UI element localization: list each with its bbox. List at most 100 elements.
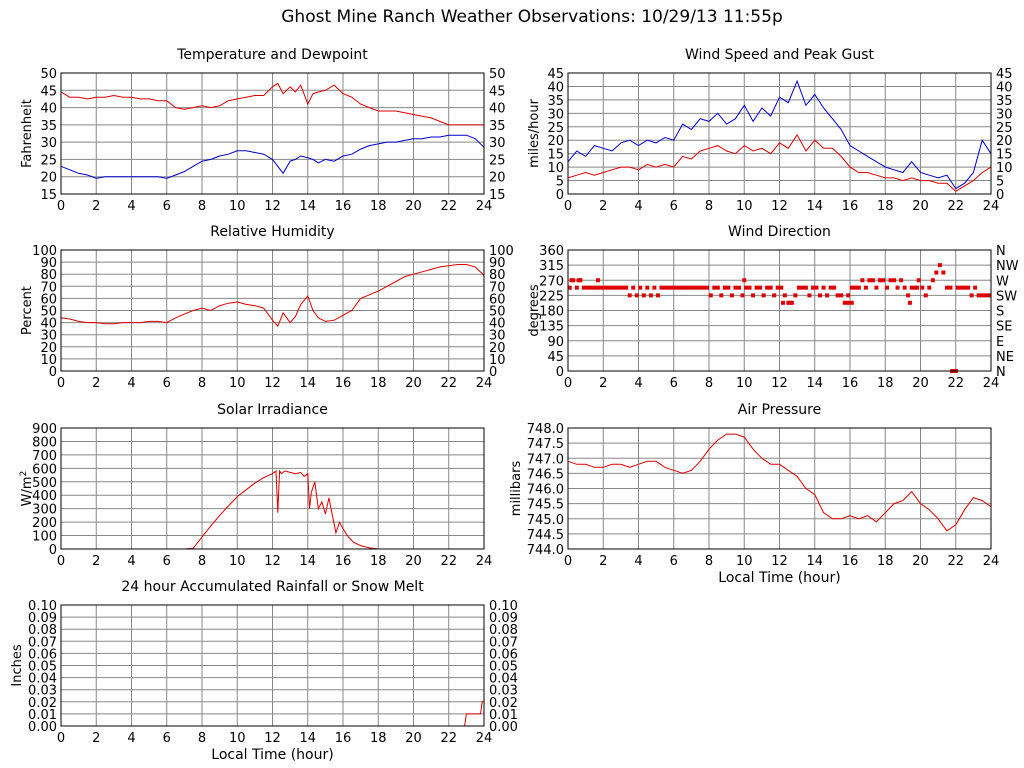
plot-frame bbox=[60, 604, 485, 727]
right-y-tick-label: 0.03 bbox=[489, 684, 518, 699]
right-y-tick-label: 35 bbox=[996, 94, 1013, 109]
right-y-tick-label: 80 bbox=[489, 268, 506, 283]
y-tick-label: 300 bbox=[32, 503, 57, 518]
wind-direction-point bbox=[980, 293, 985, 298]
x-tick-label: 6 bbox=[163, 554, 171, 569]
wind-direction-point bbox=[736, 285, 741, 290]
plot-frame bbox=[567, 427, 992, 550]
wind-direction-point bbox=[595, 278, 600, 283]
y-tick-label: 40 bbox=[547, 80, 564, 95]
x-tick-label: 14 bbox=[299, 554, 316, 569]
y-tick-label: 700 bbox=[32, 449, 57, 464]
wind-direction-point bbox=[740, 293, 745, 298]
chart-title: Air Pressure bbox=[738, 402, 821, 418]
wind-direction-point bbox=[842, 300, 847, 305]
temperature-series-line bbox=[60, 134, 485, 179]
wind-direction-point bbox=[726, 285, 731, 290]
plot-frame bbox=[567, 72, 992, 195]
x-tick-label: 10 bbox=[229, 199, 246, 214]
plot-frame bbox=[60, 427, 485, 550]
wind-direction-point bbox=[941, 270, 946, 275]
wind-direction-point bbox=[603, 285, 608, 290]
y-tick-label: 10 bbox=[547, 161, 564, 176]
y-tick-label: 600 bbox=[32, 462, 57, 477]
wind-direction-point bbox=[687, 285, 692, 290]
right-y-tick-label: 40 bbox=[489, 102, 506, 117]
x-tick-label: 10 bbox=[736, 199, 753, 214]
x-tick-label: 10 bbox=[736, 554, 753, 569]
right-y-tick-label: SW bbox=[996, 289, 1017, 304]
wind-direction-point bbox=[846, 293, 851, 298]
x-tick-label: 2 bbox=[599, 199, 607, 214]
x-tick-label: 18 bbox=[877, 554, 894, 569]
y-tick-label: 30 bbox=[40, 136, 57, 151]
wind-direction-point bbox=[825, 293, 830, 298]
x-tick-label: 18 bbox=[877, 376, 894, 391]
y-axis-label: millibars bbox=[509, 461, 524, 517]
wind-direction-point bbox=[937, 263, 942, 268]
x-tick-label: 14 bbox=[299, 731, 316, 746]
wind-direction-point bbox=[828, 285, 833, 290]
x-tick-label: 22 bbox=[947, 554, 964, 569]
y-axis-label: Fahrenheit bbox=[20, 99, 35, 168]
x-tick-label: 24 bbox=[983, 376, 1000, 391]
x-tick-label: 12 bbox=[264, 731, 281, 746]
wind-direction-point bbox=[832, 285, 837, 290]
right-y-tick-label: 0.10 bbox=[489, 599, 518, 614]
right-y-tick-label: 5 bbox=[996, 175, 1004, 190]
x-tick-label: 2 bbox=[599, 554, 607, 569]
wind-direction-point bbox=[627, 293, 632, 298]
right-y-tick-label: 0.04 bbox=[489, 672, 518, 687]
x-tick-label: 8 bbox=[705, 199, 713, 214]
y-tick-label: 747.0 bbox=[527, 452, 564, 467]
right-y-tick-label: 15 bbox=[996, 148, 1013, 163]
y-tick-label: 400 bbox=[32, 489, 57, 504]
y-tick-label: 0.04 bbox=[28, 672, 57, 687]
x-tick-label: 24 bbox=[476, 376, 493, 391]
x-tick-label: 0 bbox=[57, 376, 65, 391]
wind-direction-point bbox=[793, 293, 798, 298]
plot-frame bbox=[60, 72, 485, 195]
y-tick-label: 25 bbox=[40, 153, 57, 168]
wind-direction-point bbox=[800, 285, 805, 290]
wind-speed-series-line bbox=[567, 133, 992, 192]
y-axis-label: Inches bbox=[10, 644, 25, 686]
wind-direction-point bbox=[733, 285, 738, 290]
y-tick-label: 270 bbox=[539, 274, 564, 289]
x-tick-label: 14 bbox=[806, 554, 823, 569]
x-tick-label: 24 bbox=[476, 731, 493, 746]
y-tick-label: 10 bbox=[40, 353, 57, 368]
y-tick-label: 100 bbox=[32, 530, 57, 545]
wind-direction-point bbox=[874, 285, 879, 290]
x-tick-label: 22 bbox=[440, 731, 457, 746]
wind-direction-point bbox=[592, 285, 597, 290]
right-y-tick-label: 35 bbox=[489, 119, 506, 134]
wind-direction-point bbox=[948, 285, 953, 290]
wind-direction-point bbox=[758, 285, 763, 290]
wind-direction-point bbox=[892, 278, 897, 283]
y-tick-label: 40 bbox=[40, 317, 57, 332]
right-y-tick-label: W bbox=[996, 274, 1009, 289]
right-y-tick-label: 40 bbox=[996, 80, 1013, 95]
right-y-tick-label: 20 bbox=[996, 134, 1013, 149]
right-y-tick-label: 0.07 bbox=[489, 635, 518, 650]
x-tick-label: 6 bbox=[670, 376, 678, 391]
x-tick-label: 0 bbox=[564, 554, 572, 569]
solar-series-line bbox=[61, 469, 484, 550]
x-tick-label: 10 bbox=[229, 376, 246, 391]
wind-direction-point bbox=[955, 285, 960, 290]
wind-direction-point bbox=[684, 285, 689, 290]
x-tick-label: 8 bbox=[198, 199, 206, 214]
right-y-tick-label: 0.01 bbox=[489, 708, 518, 723]
right-y-tick-label: 15 bbox=[489, 188, 506, 203]
y-tick-label: 0 bbox=[556, 365, 564, 380]
y-tick-label: 747.5 bbox=[527, 437, 564, 452]
wind-direction-point bbox=[895, 285, 900, 290]
x-tick-label: 22 bbox=[947, 376, 964, 391]
x-tick-label: 20 bbox=[405, 199, 422, 214]
y-tick-label: 0.02 bbox=[28, 696, 57, 711]
right-y-tick-label: 45 bbox=[489, 84, 506, 99]
wind-direction-point bbox=[645, 285, 650, 290]
wind-direction-point bbox=[782, 293, 787, 298]
